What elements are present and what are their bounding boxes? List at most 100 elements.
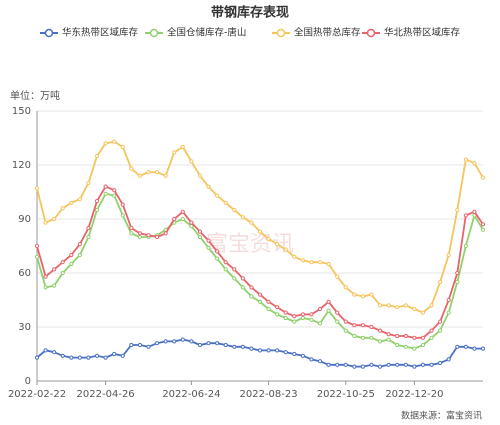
data-point [343, 328, 348, 333]
x-tick-label: 2022-08-23 [240, 389, 298, 400]
data-point [129, 225, 134, 231]
data-point [240, 215, 245, 220]
data-point [120, 353, 125, 358]
data-point [223, 260, 228, 265]
data-point [180, 144, 185, 150]
data-point [120, 213, 125, 218]
data-point [43, 285, 48, 290]
data-point [335, 274, 340, 279]
data-point [420, 335, 426, 340]
data-point [352, 333, 357, 339]
data-point [343, 285, 348, 290]
x-tick-label: 2022-02-22 [8, 389, 66, 400]
data-point [223, 342, 228, 348]
data-point [154, 234, 160, 240]
data-point [120, 202, 125, 207]
data-point [360, 323, 366, 328]
data-point [420, 310, 426, 315]
data-point [377, 364, 383, 369]
data-point [352, 292, 357, 297]
data-point [455, 207, 460, 213]
data-point [52, 216, 57, 222]
data-point [240, 344, 245, 349]
data-point [266, 299, 271, 304]
x-tick-label: 2022-04-26 [77, 389, 135, 400]
data-point [240, 285, 245, 290]
data-point [275, 242, 280, 247]
data-point [86, 225, 91, 231]
data-point [180, 216, 185, 222]
legend-marker [44, 28, 54, 38]
data-point [386, 337, 391, 342]
data-point [412, 306, 417, 312]
data-point [69, 355, 74, 360]
data-point [223, 267, 228, 272]
data-point [43, 220, 48, 225]
data-point [352, 323, 357, 328]
x-tick-label: 2022-10-25 [317, 389, 375, 400]
series-line [36, 185, 484, 339]
data-point [266, 306, 271, 312]
data-point [86, 180, 91, 186]
legend-label: 华东热带区域库存 [62, 27, 139, 39]
data-point [103, 141, 108, 146]
data-point [257, 229, 263, 234]
data-point [275, 305, 280, 310]
data-point [60, 270, 65, 276]
data-point [120, 144, 125, 150]
data-point [180, 209, 185, 214]
data-point [197, 229, 203, 234]
data-point [94, 198, 100, 204]
data-point [137, 173, 143, 178]
data-point [129, 342, 134, 348]
data-point [300, 315, 305, 321]
data-point [257, 299, 263, 304]
data-point [343, 319, 348, 324]
legend-label: 全国热带总库存 [294, 27, 361, 39]
data-point [189, 220, 194, 225]
data-point [463, 243, 468, 249]
data-point [472, 161, 477, 166]
data-point [163, 173, 168, 178]
data-point [249, 285, 254, 290]
data-point [206, 341, 211, 346]
data-point [300, 353, 305, 358]
data-point [223, 200, 228, 205]
data-point [112, 188, 117, 193]
data-point [275, 312, 280, 317]
data-point [189, 339, 194, 344]
data-point [283, 350, 288, 355]
data-point [146, 170, 151, 175]
data-point [137, 231, 143, 236]
data-point [360, 364, 366, 369]
data-point [197, 173, 203, 178]
data-point [94, 207, 100, 213]
data-point [34, 254, 40, 259]
data-point [52, 267, 57, 272]
data-point [249, 294, 254, 299]
y-tick-label: 0 [25, 376, 31, 387]
y-tick-label: 60 [18, 268, 31, 279]
data-point [69, 200, 74, 205]
y-tick-label: 90 [18, 214, 31, 225]
data-point [386, 332, 391, 337]
data-point [103, 355, 108, 360]
data-point [43, 274, 48, 279]
data-point [326, 362, 331, 367]
data-point [129, 166, 134, 171]
data-point [180, 337, 185, 342]
data-point [266, 236, 271, 241]
data-point [463, 157, 468, 162]
data-point [300, 258, 305, 263]
data-point [52, 283, 57, 288]
data-point [232, 207, 237, 213]
data-point [266, 348, 271, 353]
data-point [326, 308, 331, 313]
source-note: 数据来源：富宝资讯 [401, 410, 482, 422]
data-point [69, 252, 74, 258]
data-point [420, 362, 426, 367]
data-point [438, 319, 443, 324]
data-point [77, 242, 82, 247]
data-point [77, 197, 82, 202]
